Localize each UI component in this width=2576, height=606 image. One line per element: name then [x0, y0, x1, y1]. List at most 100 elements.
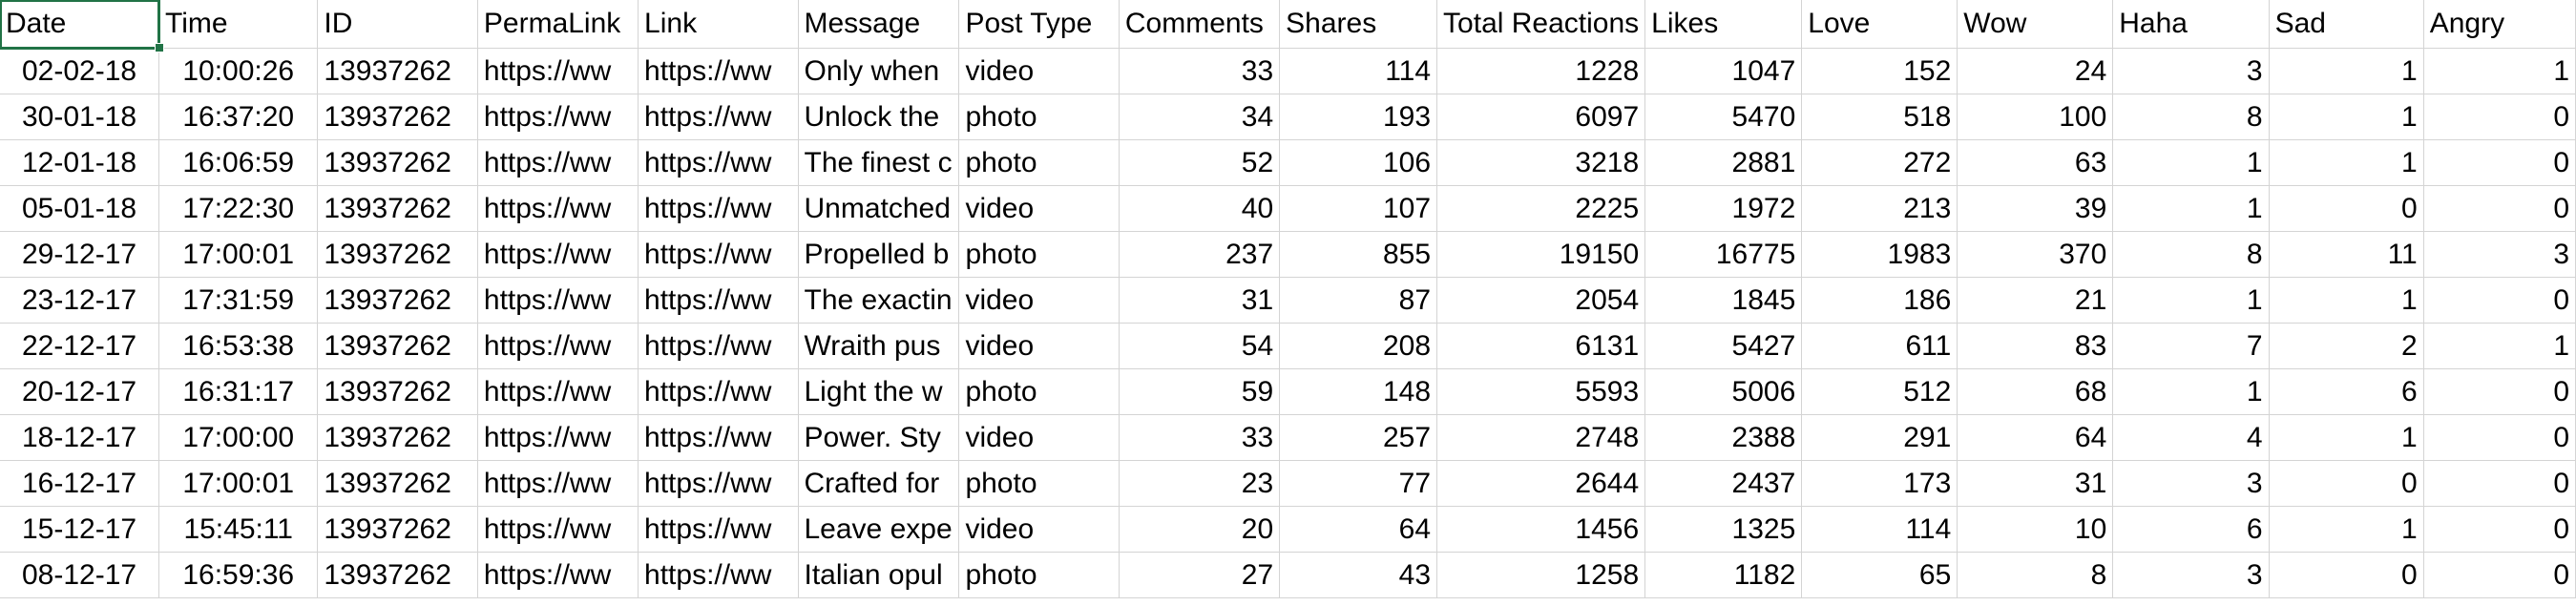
table-cell[interactable]: 13937262	[317, 414, 478, 461]
table-cell[interactable]: 18-12-17	[0, 414, 160, 461]
table-cell[interactable]: 1972	[1644, 185, 1803, 232]
table-cell[interactable]: 6097	[1436, 94, 1646, 140]
table-cell[interactable]: 1	[2423, 323, 2576, 369]
table-cell[interactable]: 59	[1119, 368, 1281, 415]
header-cell[interactable]: Time	[158, 0, 319, 49]
table-cell[interactable]: https://ww	[477, 231, 639, 278]
table-cell[interactable]: 2225	[1436, 185, 1646, 232]
table-cell[interactable]: 6	[2269, 368, 2424, 415]
table-cell[interactable]: 13937262	[317, 94, 478, 140]
table-cell[interactable]: 5470	[1644, 94, 1803, 140]
table-cell[interactable]: Italian opul	[798, 552, 960, 598]
table-cell[interactable]: 518	[1801, 94, 1958, 140]
table-cell[interactable]: 1	[2112, 139, 2270, 186]
table-cell[interactable]: 33	[1119, 48, 1281, 94]
table-cell[interactable]: photo	[958, 552, 1120, 598]
table-cell[interactable]: 16:59:36	[158, 552, 319, 598]
table-cell[interactable]: 13937262	[317, 368, 478, 415]
table-cell[interactable]: 2437	[1644, 460, 1803, 507]
header-cell[interactable]: Haha	[2112, 0, 2270, 49]
table-cell[interactable]: 1	[2269, 48, 2424, 94]
table-cell[interactable]: 87	[1279, 277, 1438, 324]
table-cell[interactable]: 10:00:26	[158, 48, 319, 94]
table-cell[interactable]: https://ww	[477, 139, 639, 186]
table-cell[interactable]: 213	[1801, 185, 1958, 232]
table-cell[interactable]: 370	[1957, 231, 2114, 278]
table-cell[interactable]: 148	[1279, 368, 1438, 415]
table-cell[interactable]: 1	[2112, 368, 2270, 415]
table-cell[interactable]: 63	[1957, 139, 2114, 186]
table-cell[interactable]: 3	[2112, 48, 2270, 94]
table-cell[interactable]: 5427	[1644, 323, 1803, 369]
table-cell[interactable]: 3	[2423, 231, 2576, 278]
table-cell[interactable]: 208	[1279, 323, 1438, 369]
table-cell[interactable]: https://ww	[638, 185, 799, 232]
table-cell[interactable]: 16-12-17	[0, 460, 160, 507]
table-cell[interactable]: 16:53:38	[158, 323, 319, 369]
table-cell[interactable]: 0	[2269, 460, 2424, 507]
fill-handle[interactable]	[155, 43, 164, 52]
table-cell[interactable]: 0	[2423, 552, 2576, 598]
table-cell[interactable]: 1845	[1644, 277, 1803, 324]
table-cell[interactable]: 65	[1801, 552, 1958, 598]
table-cell[interactable]: Light the w	[798, 368, 960, 415]
table-cell[interactable]: 114	[1279, 48, 1438, 94]
table-cell[interactable]: 15:45:11	[158, 506, 319, 553]
table-cell[interactable]: 64	[1279, 506, 1438, 553]
table-cell[interactable]: 257	[1279, 414, 1438, 461]
table-cell[interactable]: 611	[1801, 323, 1958, 369]
table-cell[interactable]: 6131	[1436, 323, 1646, 369]
table-cell[interactable]: 2881	[1644, 139, 1803, 186]
table-cell[interactable]: photo	[958, 231, 1120, 278]
table-cell[interactable]: 6	[2112, 506, 2270, 553]
table-cell[interactable]: 0	[2423, 277, 2576, 324]
header-cell[interactable]: Likes	[1644, 0, 1803, 49]
table-cell[interactable]: 5006	[1644, 368, 1803, 415]
table-cell[interactable]: 0	[2423, 94, 2576, 140]
table-cell[interactable]: 20-12-17	[0, 368, 160, 415]
table-cell[interactable]: video	[958, 506, 1120, 553]
table-cell[interactable]: 1	[2269, 506, 2424, 553]
table-cell[interactable]: 39	[1957, 185, 2114, 232]
header-cell[interactable]: Wow	[1957, 0, 2114, 49]
table-cell[interactable]: 17:00:00	[158, 414, 319, 461]
table-cell[interactable]: 13937262	[317, 506, 478, 553]
table-cell[interactable]: 0	[2269, 552, 2424, 598]
table-cell[interactable]: 193	[1279, 94, 1438, 140]
table-cell[interactable]: Wraith pus	[798, 323, 960, 369]
table-cell[interactable]: 64	[1957, 414, 2114, 461]
table-cell[interactable]: 2748	[1436, 414, 1646, 461]
table-cell[interactable]: 237	[1119, 231, 1281, 278]
table-cell[interactable]: 100	[1957, 94, 2114, 140]
table-cell[interactable]: 29-12-17	[0, 231, 160, 278]
table-cell[interactable]: Leave expe	[798, 506, 960, 553]
table-cell[interactable]: 10	[1957, 506, 2114, 553]
table-cell[interactable]: 13937262	[317, 139, 478, 186]
table-cell[interactable]: photo	[958, 460, 1120, 507]
table-cell[interactable]: 855	[1279, 231, 1438, 278]
header-cell[interactable]: Total Reactions	[1436, 0, 1646, 49]
table-cell[interactable]: https://ww	[477, 94, 639, 140]
table-cell[interactable]: https://ww	[638, 552, 799, 598]
table-cell[interactable]: 2	[2269, 323, 2424, 369]
table-cell[interactable]: 2054	[1436, 277, 1646, 324]
table-cell[interactable]: 13937262	[317, 552, 478, 598]
table-cell[interactable]: photo	[958, 368, 1120, 415]
table-cell[interactable]: 8	[2112, 94, 2270, 140]
table-cell[interactable]: https://ww	[477, 277, 639, 324]
header-cell[interactable]: Post Type	[958, 0, 1120, 49]
table-cell[interactable]: 4	[2112, 414, 2270, 461]
table-cell[interactable]: https://ww	[477, 185, 639, 232]
table-cell[interactable]: 1258	[1436, 552, 1646, 598]
table-cell[interactable]: 19150	[1436, 231, 1646, 278]
table-cell[interactable]: 0	[2423, 460, 2576, 507]
table-cell[interactable]: Unlock the	[798, 94, 960, 140]
table-cell[interactable]: 1	[2269, 277, 2424, 324]
table-cell[interactable]: 16:31:17	[158, 368, 319, 415]
table-cell[interactable]: 05-01-18	[0, 185, 160, 232]
table-cell[interactable]: 2644	[1436, 460, 1646, 507]
table-cell[interactable]: photo	[958, 94, 1120, 140]
table-cell[interactable]: https://ww	[477, 552, 639, 598]
table-cell[interactable]: 1	[2423, 48, 2576, 94]
table-cell[interactable]: 13937262	[317, 460, 478, 507]
